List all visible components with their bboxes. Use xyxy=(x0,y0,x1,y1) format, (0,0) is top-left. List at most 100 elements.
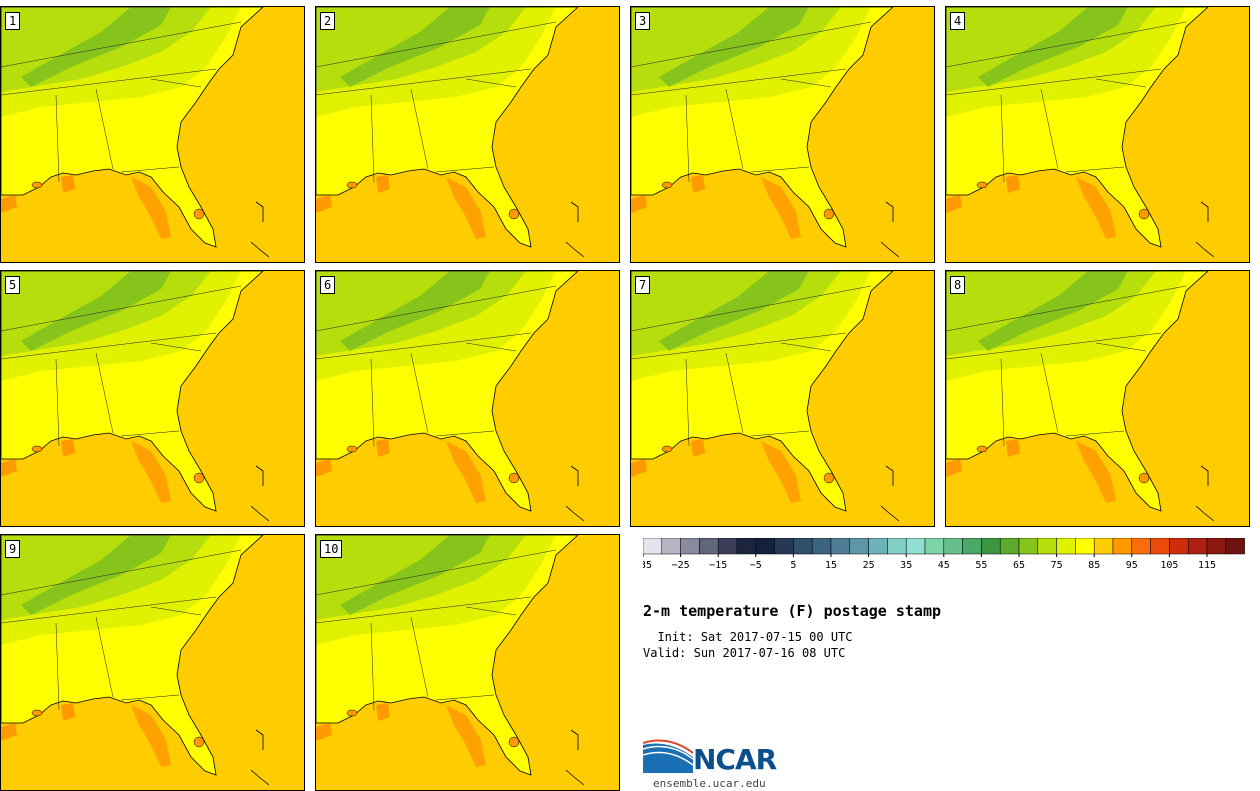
lake-pontchartrain xyxy=(346,181,358,189)
colorbar-swatch xyxy=(755,538,775,555)
colorbar-swatch xyxy=(811,538,832,555)
colorbar-swatch xyxy=(699,538,719,555)
panel-number: 1 xyxy=(5,12,21,30)
colorbar-tick-label: 55 xyxy=(975,560,987,571)
gulf-hot-zone-west xyxy=(1,723,17,741)
colorbar-swatch xyxy=(905,538,926,555)
colorbar-swatch xyxy=(999,538,1020,555)
gulf-hot-zone-west xyxy=(316,459,332,477)
colorbar-swatch xyxy=(1206,538,1227,555)
colorbar-swatch xyxy=(793,538,813,555)
state-borders xyxy=(316,549,557,711)
colorbar-swatch xyxy=(868,538,888,555)
state-borders xyxy=(316,21,557,183)
logo-wordmark: NCAR xyxy=(693,743,777,776)
gulf-hot-zone-mid xyxy=(61,703,75,721)
gulf-hot-zone xyxy=(1076,441,1116,503)
gulf-hot-zone xyxy=(761,177,801,239)
lake-okeechobee xyxy=(1138,208,1150,220)
gulf-hot-zone-west xyxy=(316,723,332,741)
gulf-hot-zone-west xyxy=(1,195,17,213)
ncar-swoosh-icon xyxy=(643,739,693,773)
lake-pontchartrain xyxy=(31,709,43,717)
colorbar-tick-label: −25 xyxy=(672,560,690,571)
map-svg xyxy=(1,7,304,262)
mountain-zone xyxy=(659,271,809,351)
lake-okeechobee xyxy=(193,472,205,484)
state-borders xyxy=(631,21,872,183)
colorbar-swatch xyxy=(962,538,982,555)
colorbar-swatch xyxy=(1150,538,1170,555)
colorbar-swatch xyxy=(1169,538,1189,555)
bahamas-islands xyxy=(1195,465,1215,522)
colorbar-swatch xyxy=(1131,538,1151,555)
state-borders xyxy=(1,285,242,447)
coastline xyxy=(946,271,1209,512)
gulf-hot-zone-mid xyxy=(376,439,390,457)
colorbar-swatch xyxy=(981,538,1001,555)
lake-pontchartrain xyxy=(976,181,988,189)
bahamas-islands xyxy=(880,201,900,258)
state-borders xyxy=(946,285,1187,447)
coastline xyxy=(631,271,894,512)
colorbar-swatch xyxy=(680,538,700,555)
colorbar-tick-label: 45 xyxy=(938,560,950,571)
gulf-hot-zone xyxy=(761,441,801,503)
lake-pontchartrain xyxy=(976,445,988,453)
bahamas-islands xyxy=(565,201,585,258)
figure-title: 2-m temperature (F) postage stamp xyxy=(643,602,942,620)
valid-label: Valid: xyxy=(643,646,687,660)
colorbar-swatch xyxy=(924,538,945,555)
gulf-hot-zone-mid xyxy=(1006,439,1020,457)
colorbar-tick-label: 95 xyxy=(1126,560,1138,571)
lake-pontchartrain xyxy=(346,709,358,717)
lake-okeechobee xyxy=(508,472,520,484)
temperature-colorbar: −35 −25 −15 −5 5 15 25 35 45 55 65 75 85 95 105 115 xyxy=(643,538,1245,571)
colorbar-tick-label: 25 xyxy=(863,560,875,571)
gulf-hot-zone xyxy=(446,441,486,503)
gulf-hot-zone-west xyxy=(946,459,962,477)
state-borders xyxy=(1,21,242,183)
gulf-hot-zone xyxy=(131,177,171,239)
colorbar-swatch xyxy=(1075,538,1095,555)
map-panel-4: 4 xyxy=(945,6,1250,263)
gulf-hot-zone-west xyxy=(316,195,332,213)
colorbar-tick-label: 65 xyxy=(1013,560,1025,571)
colorbar-swatch xyxy=(1018,538,1039,555)
ncar-logo: NCAR ensemble.ucar.edu xyxy=(643,735,793,790)
map-panel-10: 10 xyxy=(315,534,620,791)
mountain-zone xyxy=(340,535,490,615)
bahamas-islands xyxy=(565,729,585,786)
state-borders xyxy=(631,285,872,447)
lake-pontchartrain xyxy=(31,445,43,453)
map-svg xyxy=(1,271,304,526)
gulf-hot-zone xyxy=(131,441,171,503)
colorbar-swatch xyxy=(943,538,963,555)
bahamas-islands xyxy=(1195,201,1215,258)
colorbar-tick-label: −5 xyxy=(750,560,762,571)
colorbar-swatch xyxy=(661,538,681,555)
state-borders xyxy=(946,21,1187,183)
gulf-hot-zone xyxy=(446,177,486,239)
lake-okeechobee xyxy=(193,208,205,220)
gulf-hot-zone-mid xyxy=(376,175,390,193)
gulf-hot-zone-mid xyxy=(691,175,705,193)
gulf-hot-zone-mid xyxy=(691,439,705,457)
panel-number: 2 xyxy=(320,12,336,30)
panel-number: 10 xyxy=(320,540,343,558)
colorbar-swatch xyxy=(717,538,738,555)
bahamas-islands xyxy=(250,201,270,258)
state-borders xyxy=(316,285,557,447)
map-svg xyxy=(316,271,619,526)
lake-okeechobee xyxy=(508,208,520,220)
bahamas-islands xyxy=(250,465,270,522)
coastline xyxy=(946,7,1209,248)
gulf-hot-zone-west xyxy=(631,459,647,477)
map-svg xyxy=(1,535,304,790)
gulf-hot-zone-mid xyxy=(1006,175,1020,193)
map-panel-3: 3 xyxy=(630,6,935,263)
map-panel-6: 6 xyxy=(315,270,620,527)
valid-value: Sun 2017-07-16 08 UTC xyxy=(693,646,846,660)
init-label: Init: xyxy=(657,630,694,644)
colorbar-swatch xyxy=(736,538,757,555)
